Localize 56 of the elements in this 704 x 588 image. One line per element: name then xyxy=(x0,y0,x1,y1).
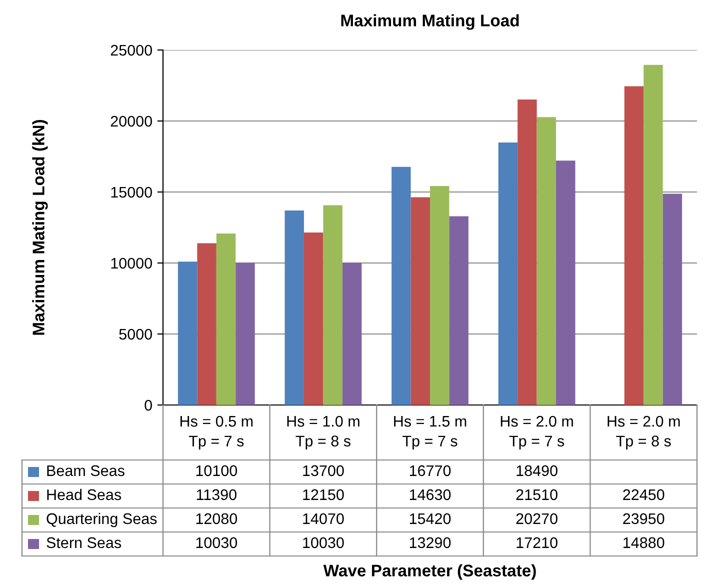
bar xyxy=(284,210,304,405)
x-tick-label: Hs = 2.0 m Tp = 8 s xyxy=(608,416,680,450)
y-tick-label: 25000 xyxy=(110,44,152,56)
text: Wave Parameter (Seastate) xyxy=(323,564,536,580)
y-tick-label: 5000 xyxy=(119,328,152,340)
legend-label: Stern Seas xyxy=(46,537,122,548)
bar xyxy=(536,117,556,405)
y-tick-label: 15000 xyxy=(111,186,152,198)
data-label: 10030 xyxy=(303,537,344,548)
bar xyxy=(216,233,236,405)
data-label: 15420 xyxy=(410,513,451,524)
y-tick-label: 0 xyxy=(144,400,152,411)
data-label: 14880 xyxy=(624,537,664,548)
data-label: 10100 xyxy=(196,465,238,476)
data-label: 20270 xyxy=(516,513,558,524)
bar xyxy=(178,262,198,405)
bar xyxy=(342,262,362,405)
bar xyxy=(236,262,255,405)
data-label: 18490 xyxy=(516,465,558,476)
data-label: 17210 xyxy=(516,537,558,548)
legend-label: Quartering Seas xyxy=(46,512,157,528)
data-label: 14630 xyxy=(410,489,451,500)
data-label: 16770 xyxy=(410,465,451,476)
data-label: 10030 xyxy=(196,537,238,548)
bar xyxy=(518,100,537,405)
data-label: 13290 xyxy=(410,537,451,548)
data-label: 12080 xyxy=(196,513,238,524)
data-label: 23950 xyxy=(623,513,664,524)
data-label: 22450 xyxy=(623,489,664,500)
bar xyxy=(662,194,682,405)
data-label: 13700 xyxy=(303,465,344,476)
bar xyxy=(430,186,450,405)
bar xyxy=(304,232,324,405)
data-label: 11390 xyxy=(196,489,236,500)
y-tick-label: 10000 xyxy=(111,258,152,269)
x-tick-label: Hs = 0.5 m Tp = 7 s xyxy=(180,416,253,450)
chart-title: Maximum Mating Load xyxy=(341,14,519,30)
bar xyxy=(644,64,663,405)
bar xyxy=(323,205,342,405)
y-tick-label: 20000 xyxy=(110,116,152,127)
bar xyxy=(498,142,518,405)
x-tick-label: Hs = 1.5 m Tp = 7 s xyxy=(394,416,466,450)
legend-label: Head Seas xyxy=(47,488,122,500)
bar xyxy=(556,160,576,405)
bar xyxy=(449,216,468,405)
bar xyxy=(392,166,411,405)
data-label: 21510 xyxy=(516,489,558,500)
y-axis-title: Maximum Mating Load (kN) xyxy=(32,120,48,335)
bar xyxy=(624,86,644,405)
x-tick-label: Hs = 2.0 m Tp = 7 s xyxy=(500,416,573,450)
bar xyxy=(197,243,216,405)
data-label: 12150 xyxy=(303,489,344,500)
x-tick-label: Hs = 1.0 m Tp = 8 s xyxy=(287,416,360,450)
bar xyxy=(410,197,430,405)
legend-label: Beam Seas xyxy=(47,465,124,476)
data-label: 14070 xyxy=(303,513,344,524)
